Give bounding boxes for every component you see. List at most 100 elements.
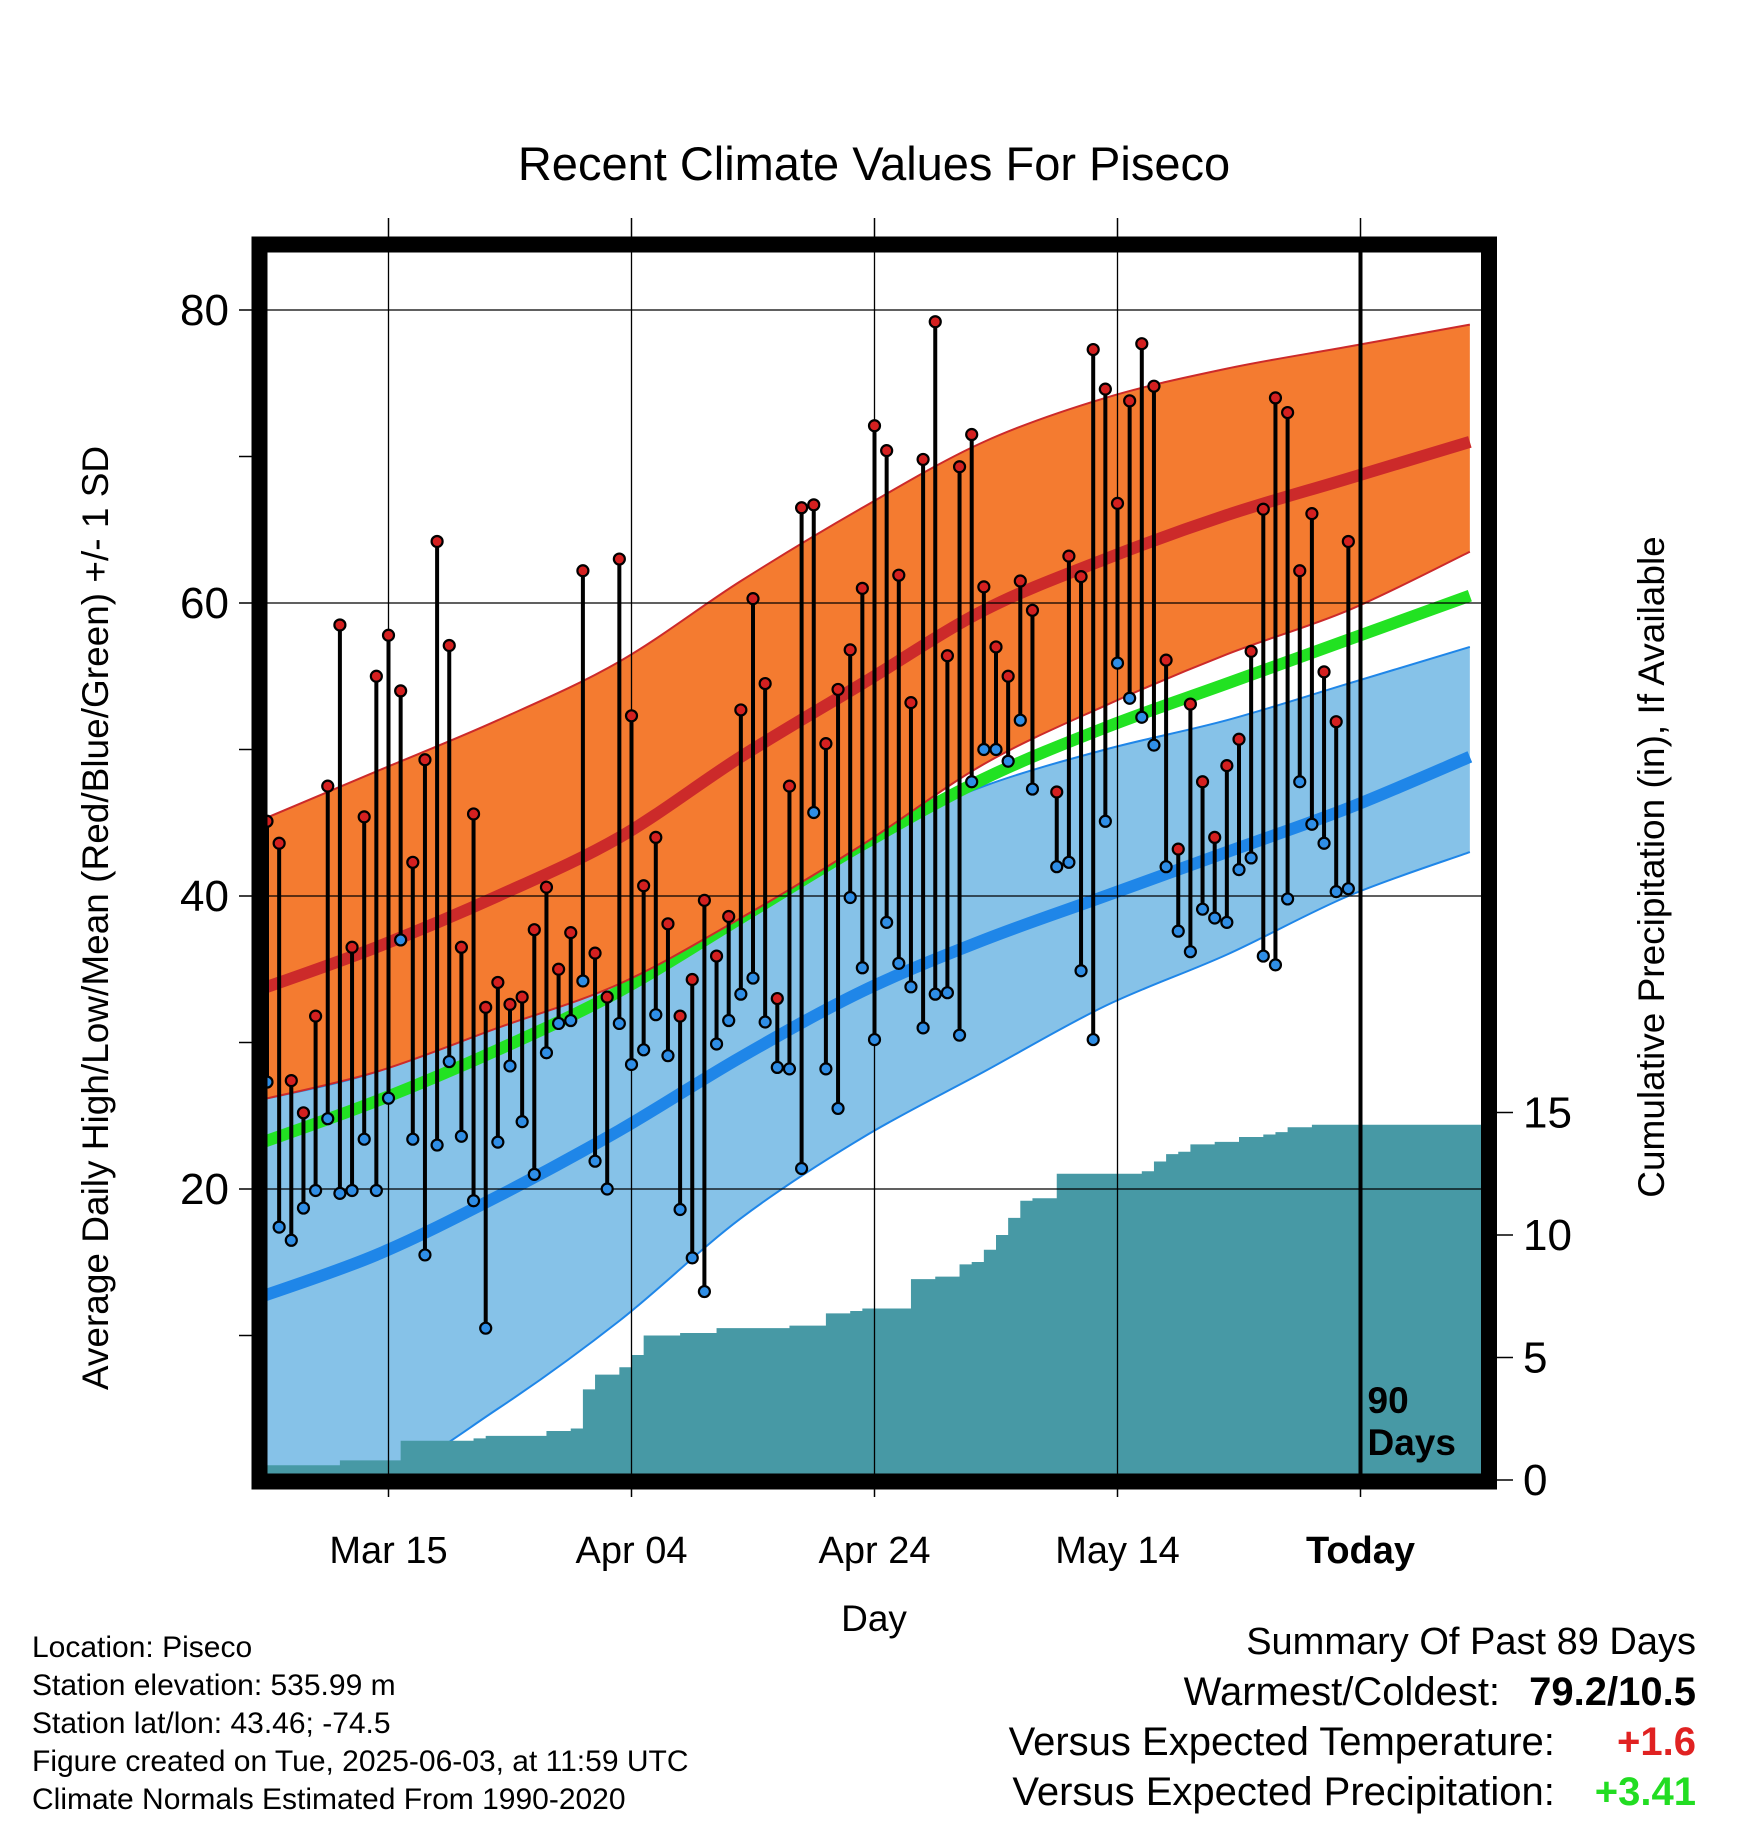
high-point <box>880 444 894 458</box>
y2-tick-label: 10 <box>1523 1211 1572 1260</box>
high-point <box>588 946 602 960</box>
high-point <box>1171 842 1185 856</box>
high-point <box>928 315 942 329</box>
high-point <box>418 753 432 767</box>
low-point <box>491 1135 505 1149</box>
low-point <box>527 1167 541 1181</box>
x-tick-label: Apr 04 <box>576 1530 688 1572</box>
low-point <box>1062 855 1076 869</box>
high-point <box>892 568 906 582</box>
y-tick-label: 20 <box>180 1165 229 1214</box>
today-days-number: 90 <box>1368 1380 1409 1421</box>
high-point <box>1001 669 1015 683</box>
temp-row: Versus Expected Temperature: +1.6 <box>1009 1717 1696 1767</box>
low-point <box>612 1016 626 1031</box>
low-point <box>284 1233 298 1247</box>
low-point <box>1147 738 1161 752</box>
low-point <box>418 1248 432 1262</box>
low-point <box>321 1112 335 1126</box>
low-point <box>855 961 869 975</box>
location-text: Location: Piseco <box>32 1631 253 1664</box>
high-point <box>734 703 748 717</box>
high-point <box>1147 379 1161 393</box>
low-point <box>1244 851 1258 865</box>
latlon-text: Station lat/lon: 43.46; -74.5 <box>32 1707 391 1740</box>
low-point <box>916 1021 930 1035</box>
low-point <box>394 933 408 947</box>
high-point <box>977 580 991 594</box>
low-point <box>1268 958 1283 972</box>
high-point <box>284 1073 298 1088</box>
low-point <box>697 1284 712 1299</box>
low-point <box>649 1008 663 1022</box>
high-point <box>296 1106 311 1120</box>
low-point <box>406 1132 420 1146</box>
high-point <box>770 991 784 1006</box>
high-point <box>1013 574 1027 588</box>
high-point <box>527 923 541 937</box>
low-point <box>564 1013 578 1028</box>
high-point <box>1220 759 1234 773</box>
low-point <box>296 1201 311 1215</box>
today-days-word: Days <box>1368 1422 1456 1463</box>
high-point <box>321 779 335 793</box>
y-axis-label: Average Daily High/Low/Mean (Red/Blue/Gr… <box>75 446 116 1390</box>
high-point <box>600 990 614 1004</box>
high-point <box>381 628 396 642</box>
high-point <box>479 1000 493 1014</box>
high-point <box>551 962 566 976</box>
high-point <box>1293 564 1307 578</box>
precip-row: Versus Expected Precipitation: +3.41 <box>1009 1767 1696 1817</box>
low-point <box>515 1115 529 1129</box>
high-point <box>466 807 481 821</box>
low-point <box>1123 691 1137 705</box>
low-sd-band <box>264 646 1470 1480</box>
low-point <box>904 980 918 994</box>
high-point <box>624 709 639 723</box>
high-point <box>1232 732 1246 746</box>
y2-tick-label: 15 <box>1523 1089 1572 1138</box>
low-point <box>880 915 894 929</box>
high-point <box>406 855 420 869</box>
high-point <box>564 926 578 940</box>
low-point <box>1317 836 1331 850</box>
low-point <box>345 1183 359 1198</box>
high-point <box>1305 507 1319 521</box>
warm-cold-value: 79.2/10.5 <box>1529 1670 1696 1714</box>
high-point <box>855 581 869 595</box>
low-point <box>588 1154 602 1168</box>
low-point <box>661 1049 675 1063</box>
precip-value: +3.41 <box>1594 1770 1696 1814</box>
high-point <box>1341 534 1355 549</box>
high-point <box>1025 603 1040 617</box>
temp-label: Versus Expected Temperature: <box>1008 1720 1555 1764</box>
y-tick-label: 60 <box>180 579 229 628</box>
low-point <box>892 956 906 970</box>
normals-text: Climate Normals Estimated From 1990-2020 <box>32 1783 626 1816</box>
y-tick-label: 40 <box>180 872 229 921</box>
y2-tick-label: 0 <box>1523 1456 1547 1505</box>
high-point <box>831 682 845 697</box>
low-point <box>381 1091 396 1105</box>
high-point <box>709 949 724 963</box>
high-point <box>576 564 590 578</box>
high-point <box>843 643 857 657</box>
high-point <box>1256 502 1270 516</box>
low-point <box>746 971 760 985</box>
low-point <box>1280 892 1295 906</box>
high-point <box>746 592 760 606</box>
high-point <box>430 534 444 549</box>
low-point <box>479 1321 493 1335</box>
low-point <box>576 974 590 988</box>
low-point <box>977 742 991 757</box>
high-point <box>807 498 821 512</box>
y-tick-label: 80 <box>180 286 229 335</box>
high-point <box>1050 785 1064 799</box>
low-point <box>1293 775 1307 789</box>
low-point <box>867 1032 882 1047</box>
high-point <box>1317 665 1331 679</box>
low-point <box>758 1015 772 1029</box>
low-point <box>807 805 821 820</box>
high-point <box>758 676 772 691</box>
